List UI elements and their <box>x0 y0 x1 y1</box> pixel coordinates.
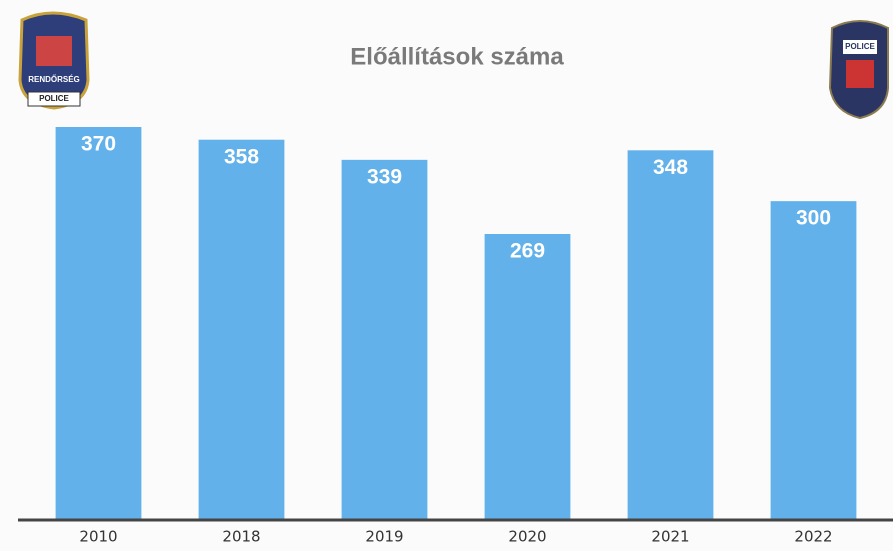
right-logo: POLICE <box>828 20 889 120</box>
data-label: 269 <box>510 240 545 263</box>
x-tick-label: 2021 <box>651 528 689 546</box>
logo-banner <box>843 40 877 54</box>
left-logo: RENDŐRSÉG POLICE <box>18 11 90 110</box>
data-label: 348 <box>653 156 688 179</box>
data-label: 358 <box>224 145 259 168</box>
x-tick-label: 2020 <box>508 528 546 546</box>
data-label: 300 <box>796 207 831 230</box>
logo-banner <box>27 91 81 107</box>
bar <box>341 159 428 519</box>
x-tick-label: 2022 <box>794 528 832 546</box>
logo-text: POLICE <box>39 94 69 103</box>
logo-text: RENDŐRSÉG <box>28 75 80 84</box>
x-tick-label: 2018 <box>222 528 260 546</box>
bar <box>198 139 285 520</box>
bar <box>627 150 714 519</box>
chart-title: Előállítások száma <box>350 43 564 70</box>
x-tick-label: 2010 <box>79 528 117 546</box>
data-label: 370 <box>81 133 116 156</box>
bar <box>484 234 571 519</box>
logo-text: POLICE <box>845 42 875 51</box>
bar <box>55 127 142 519</box>
logo-emblem <box>846 60 874 88</box>
data-label: 339 <box>367 165 402 188</box>
bar <box>770 201 857 519</box>
logo-emblem <box>36 36 72 66</box>
x-tick-label: 2019 <box>365 528 403 546</box>
